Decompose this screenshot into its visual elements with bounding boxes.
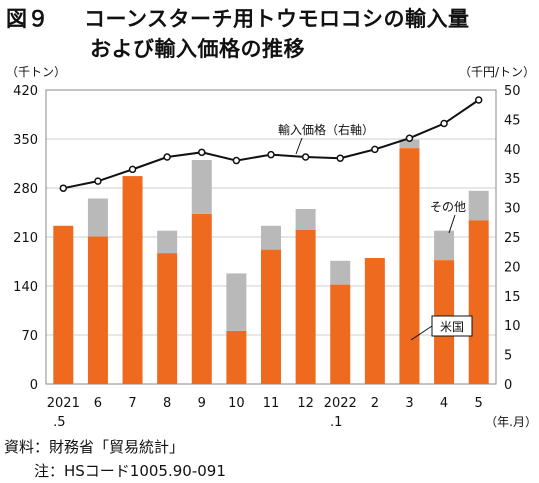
annotation-price: 輸入価格（右軸） (278, 122, 374, 137)
y-left-tick-label: 280 (13, 182, 38, 197)
annotation-other-leader (448, 214, 456, 234)
price-point (301, 153, 310, 161)
y-right-tick-label: 15 (504, 290, 521, 305)
x-tick-label-sub: .5 (53, 415, 65, 430)
bar-us (157, 253, 178, 384)
y-left-unit: （千トン） (6, 65, 66, 79)
bar-other (157, 230, 178, 254)
bar-us (295, 230, 316, 384)
price-point (128, 165, 137, 174)
annotation-price-leader (295, 137, 303, 155)
bar-us (330, 284, 351, 384)
bar-other (261, 225, 281, 250)
bar-us (53, 225, 74, 384)
y-right-tick-label: 45 (504, 113, 521, 128)
y-right-tick-label: 40 (504, 143, 521, 158)
title-line-2: および輸入価格の推移 (90, 37, 305, 61)
bar-other (330, 260, 351, 285)
x-tick-label-sub: .1 (330, 415, 342, 430)
bar-us (261, 249, 281, 384)
figure-number: 図９ (6, 7, 49, 31)
y-left-tick-label: 0 (30, 378, 38, 393)
price-point (198, 148, 206, 157)
bar-other (191, 160, 212, 214)
hs-code-note: 注：HSコード1005.90-091 (34, 462, 226, 480)
y-left-tick-label: 140 (13, 280, 38, 295)
bar-us (87, 236, 108, 384)
x-tick-label: 12 (297, 396, 314, 411)
y-left-tick-label: 210 (13, 231, 38, 246)
price-point (440, 119, 448, 128)
price-point (59, 184, 68, 192)
y-left-tick-label: 420 (13, 84, 38, 99)
notes: 資料：財務省「貿易統計」 注：HSコード1005.90-091 (4, 435, 226, 483)
chart-title: 図９ コーンスターチ用トウモロコシの輸入量 および輸入価格の推移 (6, 4, 470, 64)
x-tick-label: 8 (163, 396, 171, 411)
x-unit: （年.月） (485, 415, 537, 429)
y-left-tick-label: 70 (21, 329, 38, 344)
x-tick-label: 2 (371, 396, 379, 411)
price-point (474, 96, 483, 104)
bar-us (399, 148, 420, 384)
y-right-tick-label: 0 (504, 378, 512, 393)
price-point (232, 156, 241, 165)
bar-other (295, 209, 316, 230)
price-point (163, 153, 171, 161)
x-tick-label: 11 (263, 396, 280, 411)
bar-other (468, 190, 489, 221)
annotation-us: 米国 (440, 320, 464, 334)
x-tick-label: 9 (198, 396, 206, 411)
price-point (405, 134, 414, 142)
x-tick-label: 5 (475, 396, 483, 411)
x-tick-label: 7 (128, 396, 136, 411)
x-tick-label: 4 (440, 396, 448, 411)
y-right-tick-label: 10 (504, 319, 521, 334)
bar-us (226, 330, 247, 384)
bar-other (226, 273, 247, 331)
bar-us (122, 176, 143, 384)
price-point (267, 150, 275, 159)
x-tick-label: 10 (228, 396, 245, 411)
y-right-tick-label: 20 (504, 260, 521, 275)
y-right-tick-label: 50 (504, 84, 521, 99)
annotation-us-leader (410, 325, 433, 341)
y-right-tick-label: 25 (504, 231, 521, 246)
price-point (371, 145, 379, 154)
source-note: 資料：財務省「貿易統計」 (4, 438, 185, 456)
y-right-tick-label: 35 (504, 172, 521, 187)
y-left-tick-label: 350 (13, 133, 38, 148)
y-right-tick-label: 5 (504, 349, 512, 364)
bar-us (191, 213, 212, 384)
bar-other (434, 230, 455, 261)
x-tick-label: 6 (94, 396, 102, 411)
y-right-unit: （千円/トン） (459, 65, 535, 79)
x-tick-label: 3 (405, 396, 413, 411)
bar-us (468, 220, 489, 384)
annotation-other: その他 (430, 200, 466, 214)
bar-us (364, 258, 385, 384)
x-tick-label: 2021 (47, 396, 80, 411)
title-line-1: コーンスターチ用トウモロコシの輸入量 (84, 7, 470, 31)
price-point (94, 177, 102, 185)
bar-other (87, 198, 108, 237)
y-right-tick-label: 30 (504, 202, 521, 217)
x-tick-label: 2022 (324, 396, 357, 411)
price-point (336, 154, 344, 162)
chart-area: 07014021028035042005101520253035404550（千… (6, 65, 537, 430)
bar-other (399, 139, 420, 149)
